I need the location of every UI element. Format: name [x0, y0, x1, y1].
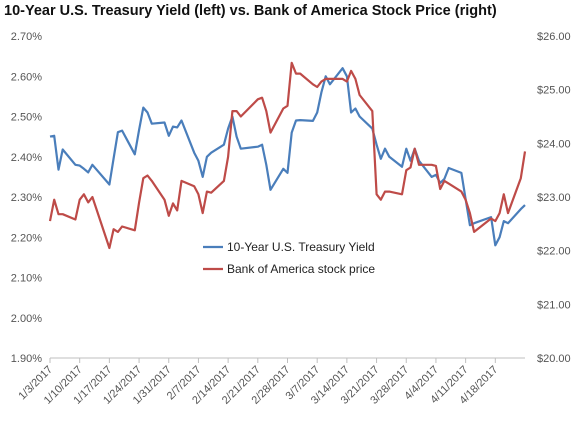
y-right-tick-label: $20.00 [537, 353, 571, 365]
y-right-tick-label: $22.00 [537, 246, 571, 258]
boa-stock-price-line [48, 61, 527, 250]
legend: 10-Year U.S. Treasury Yield Bank of Ameri… [203, 240, 375, 276]
y-left-tick-label: 1.90% [11, 353, 42, 365]
y-left-tick-label: 2.30% [11, 192, 42, 204]
series-lines [48, 61, 527, 250]
y-right-tick-label: $23.00 [537, 192, 571, 204]
y-right-tick-label: $21.00 [537, 299, 571, 311]
y-left-tick-label: 2.00% [11, 313, 42, 325]
treasury-yield-line [49, 67, 526, 247]
y-left-tick-label: 2.50% [11, 112, 42, 124]
y-right-tick-label: $26.00 [537, 31, 571, 43]
y-right-tick-label: $24.00 [537, 138, 571, 150]
legend-label: 10-Year U.S. Treasury Yield [227, 240, 375, 254]
y-right-tick-label: $25.00 [537, 85, 571, 97]
y-left-tick-label: 2.20% [11, 232, 42, 244]
y-left-tick-label: 2.70% [11, 31, 42, 43]
y-left-tick-label: 2.40% [11, 152, 42, 164]
y-left-tick-label: 2.10% [11, 273, 42, 285]
chart-title: 10-Year U.S. Treasury Yield (left) vs. B… [4, 3, 497, 19]
y-left-tick-label: 2.60% [11, 71, 42, 83]
legend-label: Bank of America stock price [227, 262, 375, 276]
